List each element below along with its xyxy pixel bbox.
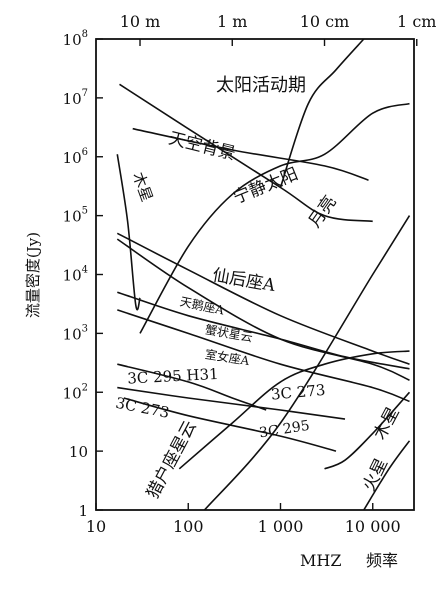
series-line	[117, 386, 346, 420]
y-tick-label: 105	[63, 206, 88, 226]
series-annotation: 仙后座A	[211, 265, 278, 296]
series-annotation: 太阳活动期	[216, 75, 306, 96]
series-line	[116, 154, 141, 311]
series-annotation: 木星	[129, 170, 156, 204]
series-line	[203, 215, 411, 511]
y-tick-label: 103	[63, 323, 88, 343]
y-tick-label: 10	[69, 443, 88, 461]
top-tick-label: 10 m	[120, 12, 161, 31]
series-line	[139, 102, 410, 334]
series-annotation: 宁静太阳	[230, 164, 301, 208]
series-annotation: 火星	[359, 455, 392, 494]
top-tick-label: 1 m	[217, 12, 247, 31]
series-line	[117, 291, 410, 370]
series-annotation: 室女座A	[204, 346, 251, 368]
series-line	[132, 127, 369, 181]
x-tick-label: 10 000	[345, 517, 401, 536]
series-line	[117, 309, 410, 403]
y-tick-label: 104	[63, 265, 88, 285]
series-annotation: 3C 295 H31	[127, 365, 219, 388]
series-line	[363, 440, 411, 511]
y-tick-label: 106	[63, 147, 88, 167]
series-annotation: 3C 295	[258, 418, 311, 442]
series-annotation: 3C 273	[114, 394, 171, 422]
series-annotation: 3C 273	[270, 381, 326, 404]
series-annotation: 木星	[370, 404, 404, 443]
series-line	[324, 391, 411, 470]
top-tick-label: 1 cm	[397, 12, 436, 31]
y-tick-label: 108	[63, 29, 88, 49]
series-annotation: 猎户座星云	[143, 418, 201, 502]
x-axis-unit: MHZ	[300, 551, 341, 570]
series-annotation: 天空背景	[167, 129, 238, 165]
series-line	[117, 363, 267, 411]
top-tick-label: 10 cm	[300, 12, 350, 31]
y-axis-label: 流量密度(Jy)	[24, 232, 42, 318]
series-line	[279, 38, 365, 188]
x-tick-label: 100	[173, 517, 204, 536]
series-annotation: 月亮	[305, 192, 341, 231]
series-line	[178, 350, 410, 470]
x-tick-label: 10	[86, 517, 106, 536]
y-tick-label: 102	[63, 382, 88, 402]
y-tick-label: 107	[63, 88, 88, 108]
series-line	[119, 83, 373, 223]
x-axis-label: 频率	[366, 551, 398, 570]
series-line	[116, 232, 410, 365]
series-lines	[116, 38, 411, 511]
x-tick-label: 1 000	[258, 517, 304, 536]
y-tick-label: 1	[78, 502, 88, 520]
